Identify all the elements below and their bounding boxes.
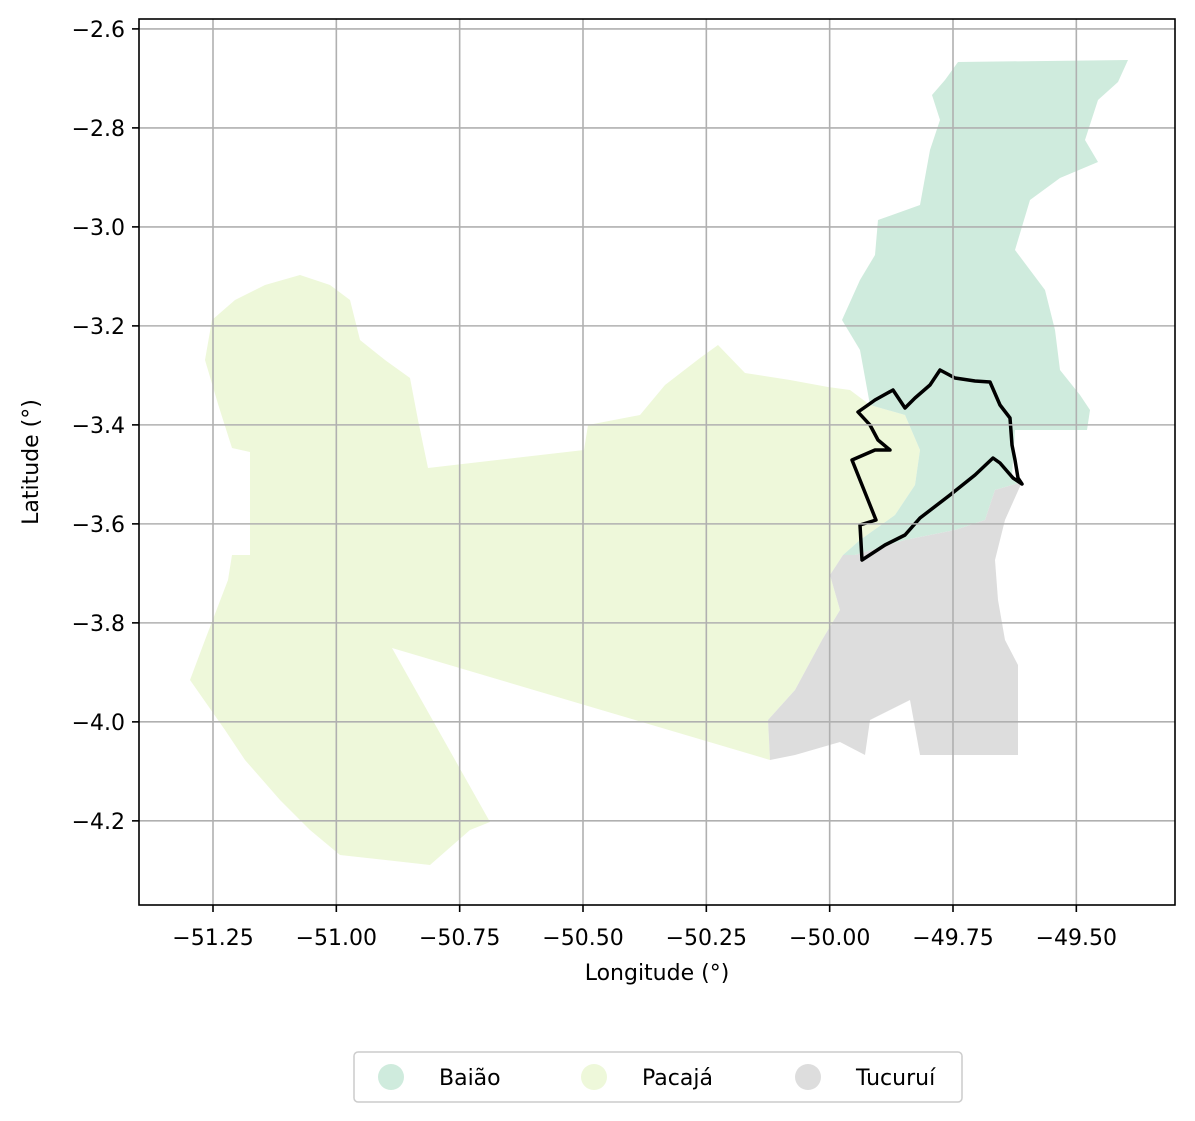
map-regions — [190, 60, 1128, 865]
region-tucurui — [768, 482, 1022, 760]
legend-marker-baiao — [378, 1064, 404, 1090]
legend-label-tucurui: Tucuruí — [855, 1066, 936, 1091]
legend-label-baiao: Baião — [439, 1066, 501, 1091]
region-pacaja — [190, 275, 920, 865]
y-tick-label: −3.6 — [72, 513, 125, 538]
x-tick-label: −49.75 — [912, 926, 993, 951]
grid-lines — [139, 19, 1175, 905]
y-tick-label: −4.0 — [72, 711, 125, 736]
legend: Baião Pacajá Tucuruí — [353, 1051, 963, 1103]
x-tick-label: −50.25 — [666, 926, 747, 951]
legend-marker-pacaja — [581, 1064, 607, 1090]
study-area-outline — [850, 368, 1024, 562]
y-tick-label: −4.2 — [72, 810, 125, 835]
x-axis-label: Longitude (°) — [585, 961, 730, 986]
x-tick-label: −50.50 — [542, 926, 623, 951]
x-tick-label: −50.75 — [419, 926, 500, 951]
y-tick-label: −3.0 — [72, 216, 125, 241]
legend-marker-tucurui — [795, 1064, 821, 1090]
x-tick-label: −51.00 — [296, 926, 377, 951]
x-axis-ticks: −51.25 −51.00 −50.75 −50.50 −50.25 −50.00 −49.… — [172, 905, 1117, 951]
x-tick-label: −49.50 — [1036, 926, 1117, 951]
x-tick-label: −50.00 — [789, 926, 870, 951]
region-baiao — [842, 60, 1128, 555]
y-tick-label: −3.4 — [72, 414, 125, 439]
y-tick-label: −2.8 — [72, 117, 125, 142]
legend-label-pacaja: Pacajá — [642, 1066, 713, 1091]
y-axis-label: Latitude (°) — [19, 399, 44, 525]
x-tick-label: −51.25 — [172, 926, 253, 951]
y-tick-label: −3.8 — [72, 612, 125, 637]
y-axis-ticks: −2.6 −2.8 −3.0 −3.2 −3.4 −3.6 −3.8 −4.0 −4.2 — [72, 18, 139, 835]
y-tick-label: −3.2 — [72, 315, 125, 340]
axes-frame — [138, 18, 1176, 906]
y-tick-label: −2.6 — [72, 18, 125, 43]
